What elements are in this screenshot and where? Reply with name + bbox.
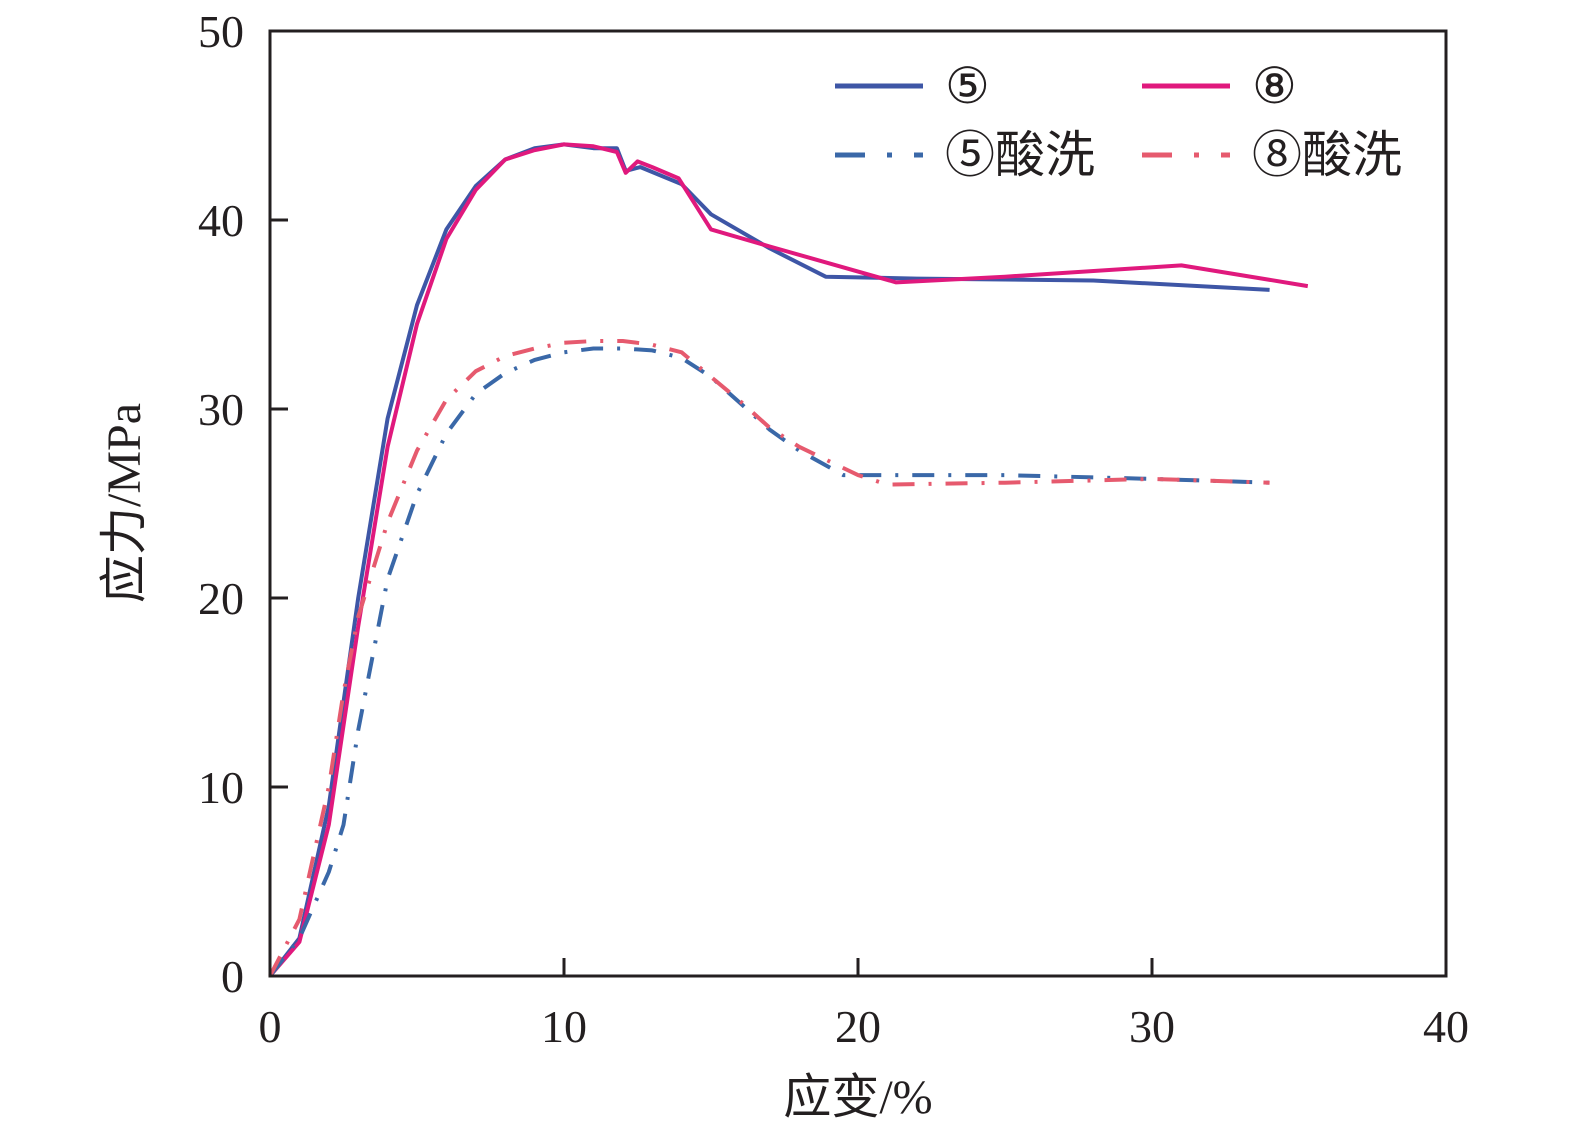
series-line-3 (268, 346, 1270, 978)
series-line-4 (268, 339, 1270, 977)
legend-label: ⑤酸洗 (945, 127, 1095, 183)
series-layer (268, 142, 1309, 978)
series-line-2 (268, 142, 1309, 978)
legend-label: ⑤ (945, 58, 990, 114)
y-tick-label: 40 (198, 195, 244, 246)
x-tick-label: 30 (1129, 1001, 1175, 1052)
y-tick-label: 20 (198, 573, 244, 624)
y-tick-label: 30 (198, 384, 244, 435)
x-tick-label: 40 (1423, 1001, 1469, 1052)
x-tick-label: 20 (835, 1001, 881, 1052)
y-axis-label: 应力/MPa (98, 403, 151, 603)
ticks-layer: 0 10 20 30 40 0 10 20 30 40 50 (198, 6, 1469, 1052)
x-tick-label: 10 (541, 1001, 587, 1052)
legend-label: ⑧酸洗 (1252, 127, 1402, 183)
legend-label: ⑧ (1252, 58, 1297, 114)
y-tick-label: 10 (198, 762, 244, 813)
x-tick-label: 0 (259, 1001, 282, 1052)
legend: ⑤ ⑧ ⑤酸洗 ⑧酸洗 (835, 58, 1402, 183)
x-axis-label: 应变/% (783, 1071, 932, 1124)
y-tick-label: 0 (221, 951, 244, 1002)
y-tick-label: 50 (198, 6, 244, 57)
